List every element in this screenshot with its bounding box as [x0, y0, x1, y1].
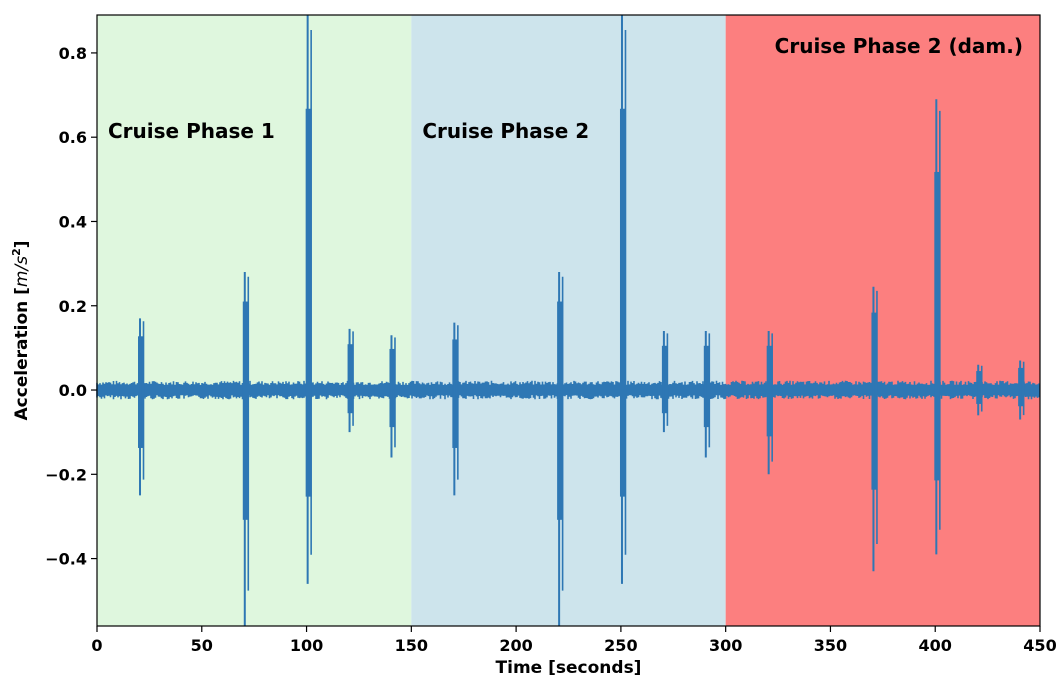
phase-labels: Cruise Phase 1 Cruise Phase 2 Cruise Phase… [108, 34, 1023, 143]
phase-backgrounds [97, 15, 1040, 626]
burst-12 [871, 286, 878, 572]
burst-5 [389, 335, 396, 458]
burst-3 [305, 15, 312, 584]
x-tick-label: 0 [91, 636, 102, 655]
burst-10 [703, 331, 711, 458]
y-axis-label-close: ] [12, 240, 32, 248]
x-tick-label: 300 [709, 636, 742, 655]
x-tick-label: 350 [814, 636, 847, 655]
phase-label-2: Cruise Phase 2 [422, 119, 589, 143]
burst-9 [661, 331, 669, 433]
burst-14 [976, 364, 983, 416]
x-tick-label: 150 [395, 636, 428, 655]
plot-frame [96, 14, 1041, 627]
burst-15 [1018, 360, 1025, 420]
burst-6 [452, 322, 459, 496]
x-tick-label: 100 [290, 636, 323, 655]
y-tick-label: 0.0 [59, 381, 87, 400]
burst-11 [766, 331, 773, 475]
burst-7 [557, 272, 564, 626]
x-axis-label: Time [seconds] [496, 658, 642, 678]
phase-label-1: Cruise Phase 1 [108, 119, 275, 143]
burst-1 [138, 318, 145, 496]
x-tick-label: 250 [604, 636, 637, 655]
series-bursts [138, 15, 1025, 626]
burst-2 [242, 272, 250, 626]
y-axis: −0.4 −0.2 0.0 0.2 0.4 0.6 0.8 [45, 44, 97, 569]
y-axis-label-text: Acceleration [ [12, 287, 32, 420]
x-tick-label: 400 [919, 636, 952, 655]
phase-label-3: Cruise Phase 2 (dam.) [775, 34, 1023, 58]
phase-region-2 [411, 15, 726, 626]
y-axis-label-unit: m/s [12, 256, 32, 287]
y-tick-label: 0.8 [59, 44, 87, 63]
burst-13 [934, 99, 941, 555]
x-tick-label: 200 [499, 636, 532, 655]
x-tick-label: 450 [1023, 636, 1056, 655]
y-axis-label: Acceleration [m/s2] [10, 240, 32, 420]
series-layer [96, 15, 1040, 626]
y-tick-label: 0.2 [59, 297, 87, 316]
burst-4 [347, 328, 354, 433]
y-tick-label: 0.4 [59, 212, 87, 231]
y-tick-label: −0.4 [45, 550, 87, 569]
y-axis-label-power: 2 [10, 248, 23, 256]
x-tick-label: 50 [191, 636, 213, 655]
y-tick-label: 0.6 [59, 128, 87, 147]
phase-region-3 [725, 15, 1040, 626]
y-tick-label: −0.2 [45, 465, 87, 484]
x-axis: 0 50 100 150 200 250 300 350 400 450 [91, 626, 1057, 655]
phase-region-1 [97, 15, 412, 626]
burst-8 [619, 15, 627, 584]
